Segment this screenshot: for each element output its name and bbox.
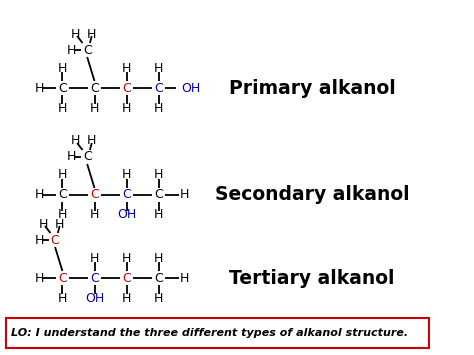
Text: Primary alkanol: Primary alkanol [228,78,395,98]
Text: C: C [122,189,131,202]
Text: H: H [122,102,131,115]
Text: C: C [122,82,131,94]
Text: Secondary alkanol: Secondary alkanol [215,186,409,204]
Text: H: H [58,208,67,222]
Text: H: H [38,218,48,230]
Text: H: H [67,44,76,56]
Text: H: H [87,135,96,147]
Text: C: C [51,234,59,246]
Text: C: C [155,189,163,202]
Text: H: H [154,208,164,222]
Text: H: H [122,251,131,264]
Text: H: H [58,169,67,181]
Text: H: H [154,169,164,181]
Text: C: C [122,272,131,284]
Text: H: H [90,251,99,264]
Text: H: H [58,102,67,115]
Text: H: H [58,291,67,305]
Text: OH: OH [117,208,136,222]
Text: LO: I understand the three different types of alkanol structure.: LO: I understand the three different typ… [11,328,408,338]
Text: H: H [58,61,67,75]
Text: H: H [71,27,80,40]
Text: C: C [83,151,91,164]
Text: H: H [180,189,189,202]
Text: OH: OH [85,291,104,305]
Text: C: C [155,272,163,284]
Text: H: H [122,291,131,305]
Text: C: C [83,44,91,56]
Text: H: H [90,102,99,115]
Text: H: H [154,61,164,75]
Text: H: H [67,151,76,164]
Text: H: H [35,82,44,94]
Text: H: H [90,208,99,222]
Text: H: H [35,189,44,202]
Text: H: H [87,27,96,40]
Text: C: C [90,189,99,202]
Text: H: H [122,169,131,181]
Text: H: H [180,272,189,284]
Text: Tertiary alkanol: Tertiary alkanol [229,268,395,288]
Text: H: H [154,102,164,115]
Text: H: H [154,251,164,264]
FancyBboxPatch shape [6,318,429,348]
Text: OH: OH [181,82,201,94]
Text: C: C [58,82,67,94]
Text: H: H [71,135,80,147]
Text: H: H [154,291,164,305]
Text: C: C [58,189,67,202]
Text: C: C [90,272,99,284]
Text: H: H [35,234,44,246]
Text: H: H [35,272,44,284]
Text: C: C [58,272,67,284]
Text: C: C [90,82,99,94]
Text: C: C [155,82,163,94]
Text: H: H [122,61,131,75]
Text: H: H [55,218,64,230]
